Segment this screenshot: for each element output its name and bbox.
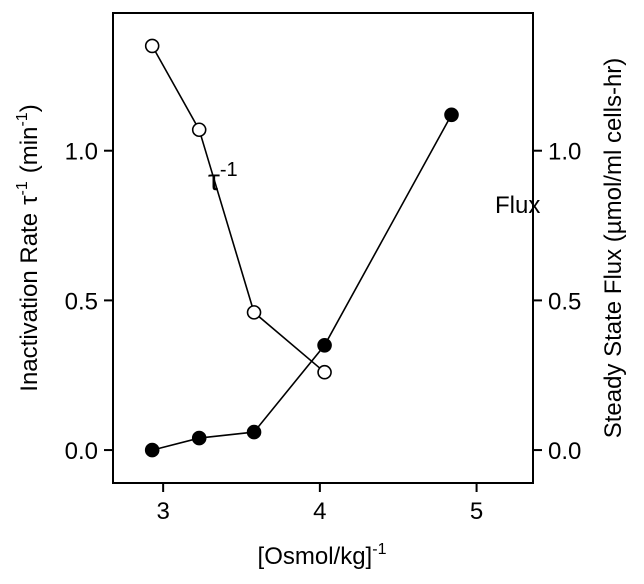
y-axis-left-title-unit-sup: -1 bbox=[14, 112, 31, 126]
tau-point bbox=[144, 38, 160, 54]
y-axis-left-title-sym: τ bbox=[16, 195, 43, 205]
y-tick-label-left: 1.0 bbox=[65, 139, 98, 166]
x-axis-title-text: [Osmol/kg] bbox=[258, 543, 373, 570]
series-line-0 bbox=[151, 45, 326, 373]
tau-annotation-sym: τ bbox=[208, 164, 220, 197]
x-tick-label: 3 bbox=[156, 498, 169, 525]
y-axis-right-title: Steady State Flux (µmol/ml cells-hr) bbox=[600, 58, 627, 439]
ticks: 3 4 5 0.0 0.5 1.0 0.0 0.5 1.0 bbox=[65, 139, 582, 525]
x-axis-title-sup: -1 bbox=[372, 541, 386, 558]
tau-point bbox=[246, 305, 262, 320]
tau-annotation-sup: -1 bbox=[220, 159, 238, 181]
y-axis-left-title-text: Inactivation Rate bbox=[16, 213, 43, 392]
y-axis-left-title-unit-pre: (min bbox=[16, 127, 43, 174]
x-tick-label: 5 bbox=[470, 498, 483, 525]
y-tick-label-right: 0.0 bbox=[548, 438, 581, 465]
series-lines bbox=[151, 45, 453, 451]
y-axis-left-title-unit-post: ) bbox=[16, 104, 43, 112]
flux-point bbox=[246, 424, 262, 440]
tau-annotation: τ-1 bbox=[208, 159, 238, 197]
plot-frame bbox=[112, 12, 534, 484]
y-axis-left-title: Inactivation Rateτ-1(min-1) bbox=[14, 104, 43, 391]
flux-point bbox=[444, 107, 459, 123]
flux-annotation: Flux bbox=[495, 192, 540, 219]
flux-point bbox=[317, 337, 332, 353]
flux-point bbox=[191, 430, 207, 446]
y-tick-label-right: 0.5 bbox=[548, 288, 581, 315]
flux-point bbox=[144, 442, 160, 458]
x-axis-title: [Osmol/kg]-1 bbox=[258, 541, 387, 570]
tau-point bbox=[317, 364, 332, 380]
y-axis-left-title-sym-sup: -1 bbox=[14, 181, 31, 195]
x-tick-label: 4 bbox=[313, 498, 326, 525]
tau-point bbox=[191, 122, 207, 138]
y-tick-label-left: 0.0 bbox=[65, 438, 98, 465]
y-tick-label-right: 1.0 bbox=[548, 139, 581, 166]
series-line-1 bbox=[152, 114, 453, 451]
series-points bbox=[144, 38, 459, 458]
y-tick-label-left: 0.5 bbox=[65, 288, 98, 315]
